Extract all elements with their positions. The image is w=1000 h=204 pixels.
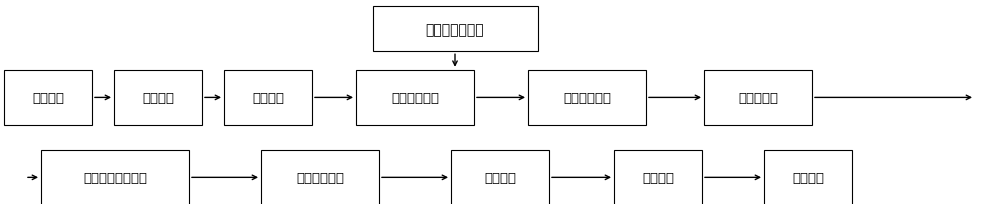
Bar [261,150,379,204]
Text: 镁基复合喷吹: 镁基复合喷吹 [391,91,439,104]
Bar [224,70,312,125]
Text: 前渣扒除: 前渣扒除 [252,91,284,104]
Text: 后渣扒除: 后渣扒除 [484,171,516,184]
Bar [372,7,538,52]
Text: 石灰或碳化钙单喷: 石灰或碳化钙单喷 [83,171,147,184]
Bar [614,150,702,204]
Text: 铁水二次静止: 铁水二次静止 [296,171,344,184]
Text: 铁水进站: 铁水进站 [32,91,64,104]
Text: 中间渣扒出: 中间渣扒出 [738,91,778,104]
Bar [528,70,646,125]
Text: 测温取样: 测温取样 [642,171,674,184]
Bar [4,70,92,125]
Bar [764,150,852,204]
Text: 铁水一次静止: 铁水一次静止 [563,91,611,104]
Bar [41,150,189,204]
Bar [356,70,474,125]
Bar [704,70,812,125]
Text: 铁水出站: 铁水出站 [792,171,824,184]
Text: 稀渣改性剂投加: 稀渣改性剂投加 [426,23,484,37]
Bar [114,70,202,125]
Text: 测温取样: 测温取样 [142,91,174,104]
Bar [451,150,549,204]
